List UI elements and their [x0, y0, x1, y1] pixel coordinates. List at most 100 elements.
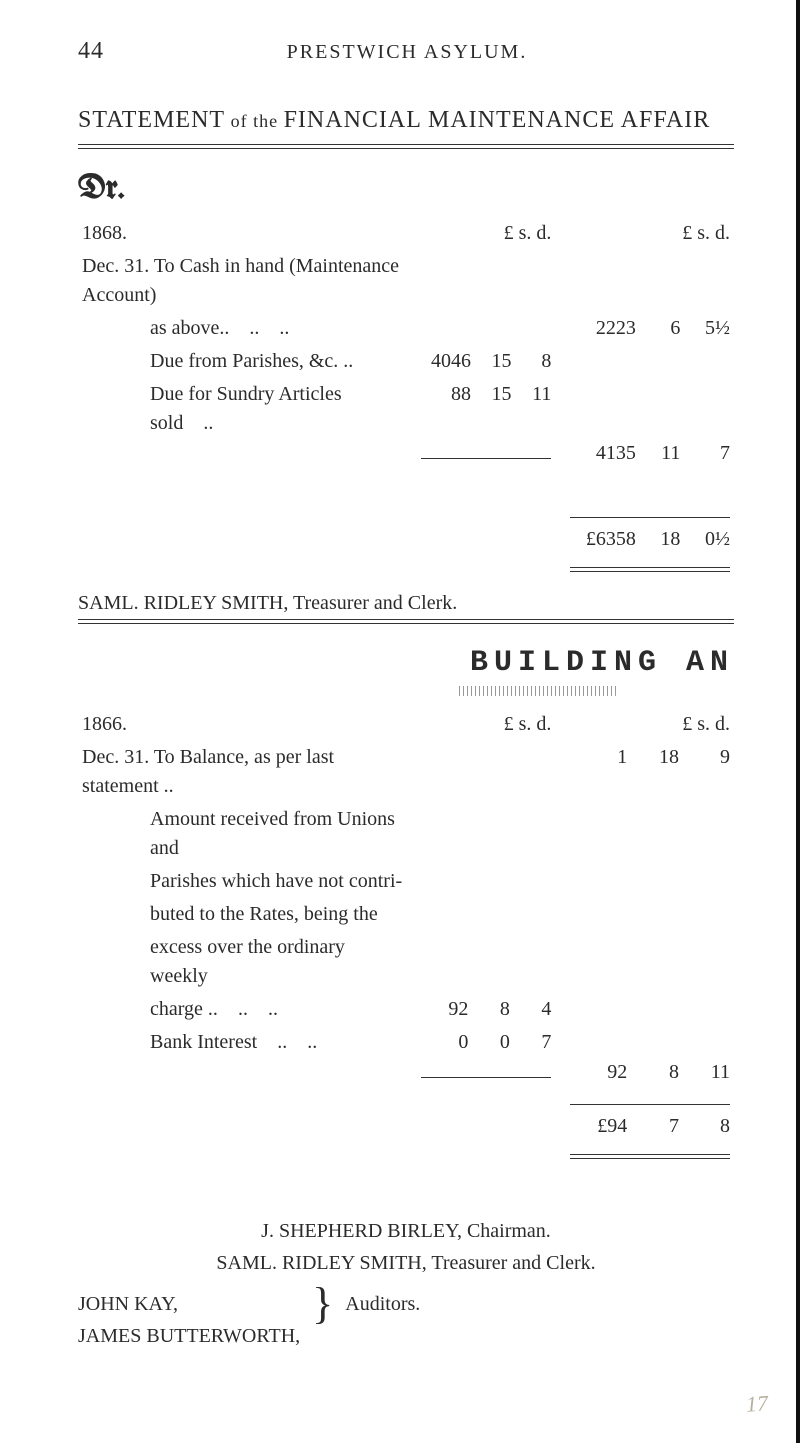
dr-heading: Dr.: [78, 171, 734, 207]
page: 44 PRESTWICH ASYLUM. STATEMENT of the FI…: [0, 0, 800, 1443]
table-row: [78, 499, 734, 526]
ledger-desc-text: charge ..: [150, 998, 218, 1020]
running-title: PRESTWICH ASYLUM.: [287, 41, 528, 64]
ledger-desc: Due from Parishes, &c. ..: [78, 345, 407, 378]
amount-shillings: 8: [472, 993, 513, 1026]
amount-pounds: 2223: [555, 312, 639, 345]
subtotal-rule: [421, 458, 551, 459]
grand-rule-double: [570, 567, 730, 572]
ledger-desc: Parishes which have not contri-: [78, 865, 407, 898]
amount-shillings: 11: [640, 440, 685, 467]
col-head-right: £ s. d.: [555, 704, 734, 741]
ledger-desc: Dec. 31. To Balance, as per last stateme…: [78, 741, 407, 803]
ledger-desc: Dec. 31. To Cash in hand (Maintenance Ac…: [78, 250, 407, 312]
table-row: 1866. £ s. d. £ s. d.: [78, 704, 734, 741]
wavy-rule: [340, 686, 734, 696]
amount-pence: 5½: [684, 312, 734, 345]
ledger-desc: Amount received from Unions and: [78, 803, 407, 865]
amount-shillings: 7: [631, 1113, 683, 1140]
grand-rule: [570, 517, 730, 518]
page-number: 44: [78, 38, 104, 65]
table-row: £6358 18 0½: [78, 526, 734, 553]
amount-pounds: £6358: [555, 526, 639, 553]
amount-shillings: 8: [631, 1059, 683, 1086]
amount-pence: 7: [684, 440, 734, 467]
auditor-name-2: JAMES BUTTERWORTH,: [78, 1320, 300, 1352]
amount-pounds: 92: [407, 993, 473, 1026]
amount-pence: 11: [516, 378, 556, 440]
table-row: Bank Interest .. .. 0 0 7: [78, 1026, 734, 1059]
table-row: buted to the Rates, being the: [78, 898, 734, 931]
auditor-name-1: JOHN KAY,: [78, 1288, 300, 1320]
amount-pence: 8: [683, 1113, 734, 1140]
table-row: charge .. .. .. 92 8 4: [78, 993, 734, 1026]
amount-pounds: 4135: [555, 440, 639, 467]
rule-double: [78, 144, 734, 149]
subtotal-rule: [421, 1077, 551, 1078]
grand-rule-double: [570, 1154, 730, 1159]
table-row: excess over the ordinary weekly: [78, 931, 734, 993]
amount-shillings: 0: [472, 1026, 513, 1059]
building-ledger: 1866. £ s. d. £ s. d. Dec. 31. To Balanc…: [78, 704, 734, 1167]
amount-shillings: 18: [640, 526, 685, 553]
table-row: Amount received from Unions and: [78, 803, 734, 865]
ledger-desc: buted to the Rates, being the: [78, 898, 407, 931]
building-title: BUILDING AN: [78, 646, 734, 680]
statement-title-mid: of the: [225, 111, 283, 131]
ledger-desc: as above.. .. ..: [78, 312, 407, 345]
amount-shillings: 15: [475, 345, 516, 378]
col-head-left: £ s. d.: [407, 213, 556, 250]
table-row: [78, 553, 734, 580]
spacer-row: [78, 467, 734, 499]
amount-pence: 8: [516, 345, 556, 378]
statement-title: STATEMENT of the FINANCIAL MAINTENANCE A…: [78, 107, 734, 134]
amount-pence: 0½: [684, 526, 734, 553]
rule-double: [78, 619, 734, 624]
table-row: Dec. 31. To Cash in hand (Maintenance Ac…: [78, 250, 734, 312]
amount-pounds: 0: [407, 1026, 473, 1059]
table-row: Due from Parishes, &c. .. 4046 15 8: [78, 345, 734, 378]
grand-rule: [570, 1104, 730, 1105]
amount-pence: 7: [514, 1026, 556, 1059]
table-row: Due for Sundry Articles sold .. 88 15 11: [78, 378, 734, 440]
amount-pounds: 4046: [407, 345, 475, 378]
table-row: £94 7 8: [78, 1113, 734, 1140]
amount-pounds: 92: [555, 1059, 631, 1086]
amount-pence: 9: [683, 741, 734, 803]
table-row: Parishes which have not contri-: [78, 865, 734, 898]
year-cell: 1868.: [78, 213, 407, 250]
auditors-label: Auditors.: [345, 1288, 420, 1320]
amount-pounds: 88: [407, 378, 475, 440]
amount-shillings: 18: [631, 741, 683, 803]
statement-title-pre: STATEMENT: [78, 107, 225, 133]
year-cell: 1866.: [78, 704, 407, 741]
running-head: 44 PRESTWICH ASYLUM.: [78, 38, 734, 65]
brace-icon: }: [312, 1293, 333, 1315]
treasurer-line: SAML. RIDLEY SMITH, Treasurer and Clerk.: [78, 592, 734, 615]
treasurer-sig-line: SAML. RIDLEY SMITH, Treasurer and Clerk.: [78, 1247, 734, 1279]
signature-block: J. SHEPHERD BIRLEY, Chairman. SAML. RIDL…: [78, 1215, 734, 1352]
ledger-desc-text: Bank Interest: [150, 1031, 257, 1053]
ledger-desc: Bank Interest .. ..: [78, 1026, 407, 1059]
table-row: Dec. 31. To Balance, as per last stateme…: [78, 741, 734, 803]
ledger-desc-text: Due for Sundry Articles sold: [150, 383, 342, 434]
col-head-left: £ s. d.: [407, 704, 556, 741]
table-row: 92 8 11: [78, 1059, 734, 1086]
table-row: [78, 1140, 734, 1167]
table-row: 1868. £ s. d. £ s. d.: [78, 213, 734, 250]
amount-pounds: 1: [555, 741, 631, 803]
ledger-desc: charge .. .. ..: [78, 993, 407, 1026]
chairman-line: J. SHEPHERD BIRLEY, Chairman.: [78, 1215, 734, 1247]
statement-title-post: FINANCIAL MAINTENANCE AFFAIR: [284, 107, 711, 133]
dr-ledger: 1868. £ s. d. £ s. d. Dec. 31. To Cash i…: [78, 213, 734, 580]
table-row: as above.. .. .. 2223 6 5½: [78, 312, 734, 345]
amount-pence: 11: [683, 1059, 734, 1086]
amount-shillings: 6: [640, 312, 685, 345]
ledger-desc: excess over the ordinary weekly: [78, 931, 407, 993]
corner-mark: 17: [745, 1390, 769, 1417]
table-row: [78, 1086, 734, 1113]
ledger-desc: Due for Sundry Articles sold ..: [78, 378, 407, 440]
amount-shillings: 15: [475, 378, 516, 440]
amount-pence: 4: [514, 993, 556, 1026]
ledger-desc-text: as above..: [150, 317, 229, 339]
